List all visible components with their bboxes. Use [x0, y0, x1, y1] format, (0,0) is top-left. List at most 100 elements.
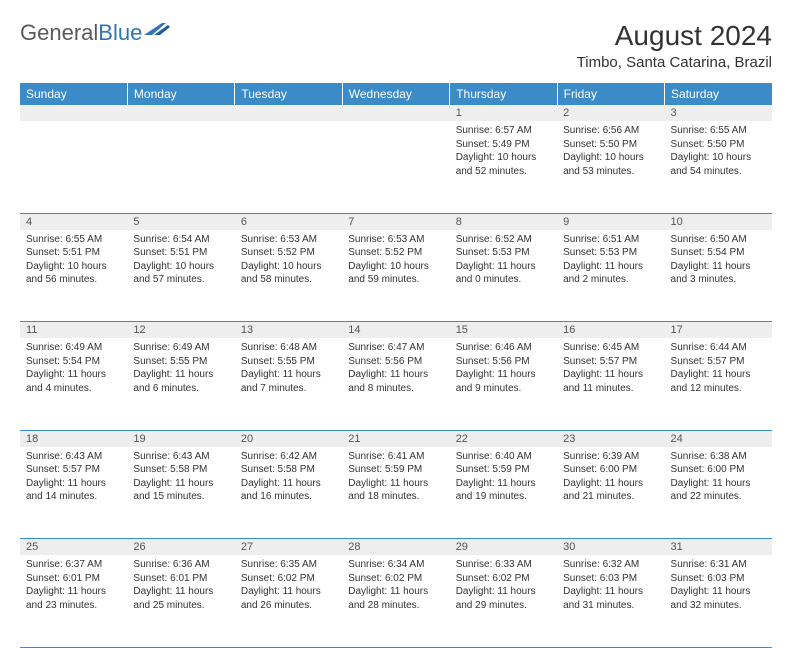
sunset-line: Sunset: 5:55 PM: [241, 355, 336, 369]
title-block: August 2024 Timbo, Santa Catarina, Brazi…: [577, 20, 772, 71]
day-number: 28: [342, 539, 449, 556]
sunrise-line: Sunrise: 6:42 AM: [241, 450, 336, 464]
day-cell: Sunrise: 6:43 AMSunset: 5:57 PMDaylight:…: [20, 447, 127, 539]
day-number: 14: [342, 322, 449, 339]
brand-logo: GeneralBlue: [20, 20, 170, 46]
daylight-line: Daylight: 10 hours and 54 minutes.: [671, 151, 766, 178]
brand-text: GeneralBlue: [20, 20, 142, 46]
weekday-header: Monday: [127, 83, 234, 105]
daylight-line: Daylight: 11 hours and 11 minutes.: [563, 368, 658, 395]
sunset-line: Sunset: 5:56 PM: [348, 355, 443, 369]
day-cell: Sunrise: 6:33 AMSunset: 6:02 PMDaylight:…: [450, 555, 557, 647]
daylight-line: Daylight: 10 hours and 59 minutes.: [348, 260, 443, 287]
sunset-line: Sunset: 5:55 PM: [133, 355, 228, 369]
day-details: Sunrise: 6:57 AMSunset: 5:49 PMDaylight:…: [450, 121, 557, 182]
day-cell: Sunrise: 6:44 AMSunset: 5:57 PMDaylight:…: [665, 338, 772, 430]
sunrise-line: Sunrise: 6:31 AM: [671, 558, 766, 572]
day-details: Sunrise: 6:45 AMSunset: 5:57 PMDaylight:…: [557, 338, 664, 399]
day-number: 3: [665, 105, 772, 121]
sunrise-line: Sunrise: 6:39 AM: [563, 450, 658, 464]
day-details: Sunrise: 6:40 AMSunset: 5:59 PMDaylight:…: [450, 447, 557, 508]
sunrise-line: Sunrise: 6:55 AM: [671, 124, 766, 138]
day-cell: Sunrise: 6:41 AMSunset: 5:59 PMDaylight:…: [342, 447, 449, 539]
day-cell: Sunrise: 6:35 AMSunset: 6:02 PMDaylight:…: [235, 555, 342, 647]
day-number: 27: [235, 539, 342, 556]
sunrise-line: Sunrise: 6:38 AM: [671, 450, 766, 464]
weekday-header: Friday: [557, 83, 664, 105]
day-number: 23: [557, 430, 664, 447]
daylight-line: Daylight: 11 hours and 14 minutes.: [26, 477, 121, 504]
sunrise-line: Sunrise: 6:46 AM: [456, 341, 551, 355]
daylight-line: Daylight: 11 hours and 16 minutes.: [241, 477, 336, 504]
day-number: [127, 105, 234, 121]
day-number: 9: [557, 213, 664, 230]
brand-swoosh-icon: [144, 21, 170, 39]
day-details: Sunrise: 6:49 AMSunset: 5:54 PMDaylight:…: [20, 338, 127, 399]
day-number: 18: [20, 430, 127, 447]
day-content-row: Sunrise: 6:49 AMSunset: 5:54 PM Daylight:…: [20, 338, 772, 430]
weekday-header: Wednesday: [342, 83, 449, 105]
day-cell: Sunrise: 6:40 AMSunset: 5:59 PMDaylight:…: [450, 447, 557, 539]
sunset-line: Sunset: 5:57 PM: [563, 355, 658, 369]
day-number: [235, 105, 342, 121]
sunrise-line: Sunrise: 6:37 AM: [26, 558, 121, 572]
day-details: Sunrise: 6:43 AMSunset: 5:57 PMDaylight:…: [20, 447, 127, 508]
daylight-line: Daylight: 10 hours and 52 minutes.: [456, 151, 551, 178]
daylight-line: Daylight: 11 hours and 6 minutes.: [133, 368, 228, 395]
day-number-row: 123: [20, 105, 772, 121]
day-details: Sunrise: 6:32 AMSunset: 6:03 PMDaylight:…: [557, 555, 664, 616]
day-number: 11: [20, 322, 127, 339]
daylight-line: Daylight: 11 hours and 12 minutes.: [671, 368, 766, 395]
day-cell: Sunrise: 6:47 AMSunset: 5:56 PMDaylight:…: [342, 338, 449, 430]
sunset-line: Sunset: 5:50 PM: [563, 138, 658, 152]
daylight-line: Daylight: 11 hours and 32 minutes.: [671, 585, 766, 612]
day-cell: Sunrise: 6:52 AMSunset: 5:53 PMDaylight:…: [450, 230, 557, 322]
daylight-line: Daylight: 11 hours and 25 minutes.: [133, 585, 228, 612]
sunrise-line: Sunrise: 6:56 AM: [563, 124, 658, 138]
day-number: 8: [450, 213, 557, 230]
sunrise-line: Sunrise: 6:32 AM: [563, 558, 658, 572]
day-content-row: Sunrise: 6:37 AMSunset: 6:01 PMDaylight:…: [20, 555, 772, 647]
day-cell: Sunrise: 6:42 AMSunset: 5:58 PMDaylight:…: [235, 447, 342, 539]
daylight-line: Daylight: 11 hours and 21 minutes.: [563, 477, 658, 504]
sunset-line: Sunset: 6:01 PM: [133, 572, 228, 586]
sunrise-line: Sunrise: 6:35 AM: [241, 558, 336, 572]
day-number: 30: [557, 539, 664, 556]
day-cell: Sunrise: 6:56 AMSunset: 5:50 PMDaylight:…: [557, 121, 664, 213]
sunrise-line: Sunrise: 6:52 AM: [456, 233, 551, 247]
brand-part2: Blue: [98, 20, 142, 45]
sunset-line: Sunset: 5:59 PM: [348, 463, 443, 477]
day-details: Sunrise: 6:44 AMSunset: 5:57 PMDaylight:…: [665, 338, 772, 399]
day-cell: Sunrise: 6:46 AMSunset: 5:56 PMDaylight:…: [450, 338, 557, 430]
day-number-row: 11121314151617: [20, 322, 772, 339]
sunset-line: Sunset: 5:53 PM: [456, 246, 551, 260]
sunset-line: Sunset: 5:57 PM: [671, 355, 766, 369]
daylight-line: Daylight: 11 hours and 29 minutes.: [456, 585, 551, 612]
daylight-line: Daylight: 10 hours and 56 minutes.: [26, 260, 121, 287]
day-cell: Sunrise: 6:31 AMSunset: 6:03 PMDaylight:…: [665, 555, 772, 647]
sunrise-line: Sunrise: 6:49 AM: [26, 341, 121, 355]
day-cell: [20, 121, 127, 213]
sunrise-line: Sunrise: 6:48 AM: [241, 341, 336, 355]
day-cell: Sunrise: 6:48 AMSunset: 5:55 PMDaylight:…: [235, 338, 342, 430]
day-details: Sunrise: 6:55 AMSunset: 5:51 PMDaylight:…: [20, 230, 127, 291]
day-details: Sunrise: 6:47 AMSunset: 5:56 PMDaylight:…: [342, 338, 449, 399]
daylight-line: Daylight: 11 hours and 23 minutes.: [26, 585, 121, 612]
day-number: 21: [342, 430, 449, 447]
sunrise-line: Sunrise: 6:33 AM: [456, 558, 551, 572]
daylight-line: Daylight: 11 hours and 26 minutes.: [241, 585, 336, 612]
sunrise-line: Sunrise: 6:53 AM: [241, 233, 336, 247]
month-title: August 2024: [577, 20, 772, 52]
day-number: 2: [557, 105, 664, 121]
day-details: Sunrise: 6:34 AMSunset: 6:02 PMDaylight:…: [342, 555, 449, 616]
day-cell: Sunrise: 6:45 AMSunset: 5:57 PMDaylight:…: [557, 338, 664, 430]
day-number: 4: [20, 213, 127, 230]
sunset-line: Sunset: 6:03 PM: [671, 572, 766, 586]
day-cell: Sunrise: 6:54 AMSunset: 5:51 PMDaylight:…: [127, 230, 234, 322]
sunset-line: Sunset: 6:01 PM: [26, 572, 121, 586]
sunset-line: Sunset: 5:54 PM: [26, 355, 121, 369]
day-cell: [342, 121, 449, 213]
day-details: Sunrise: 6:31 AMSunset: 6:03 PMDaylight:…: [665, 555, 772, 616]
day-number: 15: [450, 322, 557, 339]
sunrise-line: Sunrise: 6:50 AM: [671, 233, 766, 247]
